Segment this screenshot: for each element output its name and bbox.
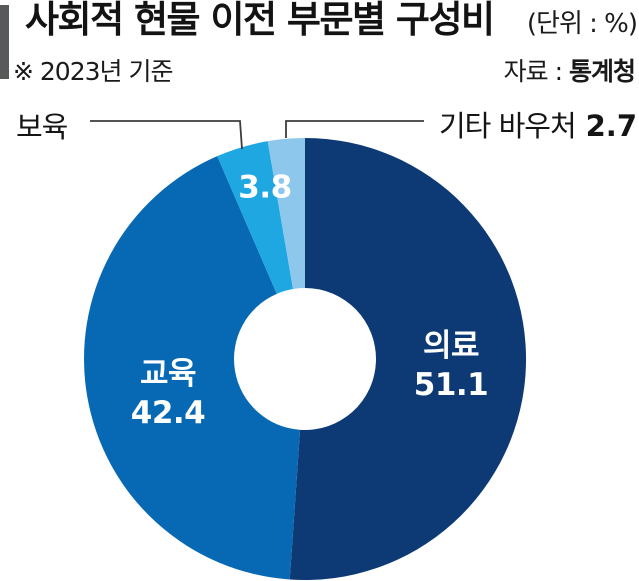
slice-name-education: 교육 <box>139 356 197 392</box>
unit-label: (단위 : %) <box>526 9 638 39</box>
callout-label-childcare: 보육 <box>16 110 68 144</box>
donut-slice-medical <box>289 137 527 580</box>
page-title: 사회적 현물 이전 부문별 구성비 <box>25 0 495 41</box>
donut-slice-other-voucher <box>267 138 305 290</box>
callout-label-other-voucher: 기타 바우처 2.7 <box>439 103 637 145</box>
meta-row: ※ 2023년 기준 자료 : 통계청 <box>13 52 636 88</box>
donut-slice-education <box>84 156 301 580</box>
callout-value-other-voucher: 2.7 <box>585 109 637 143</box>
donut-slice-childcare <box>217 141 294 294</box>
slice-value-childcare: 3.8 <box>238 169 292 206</box>
basis-note: ※ 2023년 기준 <box>13 57 173 86</box>
source-prefix: 자료 : <box>503 57 569 86</box>
leader-line-other-voucher <box>285 120 424 138</box>
slice-label-education: 교육 42.4 <box>131 355 206 433</box>
title-accent-bar <box>0 5 9 79</box>
slice-name-medical: 의료 <box>422 328 480 364</box>
callout-name-other-voucher: 기타 바우처 <box>439 109 577 143</box>
leader-line-childcare <box>90 120 243 150</box>
source-label: 자료 : 통계청 <box>503 52 636 88</box>
slice-label-medical: 의료 51.1 <box>414 327 489 405</box>
slice-value-medical: 51.1 <box>413 367 489 403</box>
slice-value-education: 42.4 <box>130 395 206 431</box>
header: 사회적 현물 이전 부문별 구성비 (단위 : %) <box>25 0 638 43</box>
source-value: 통계청 <box>568 57 636 86</box>
